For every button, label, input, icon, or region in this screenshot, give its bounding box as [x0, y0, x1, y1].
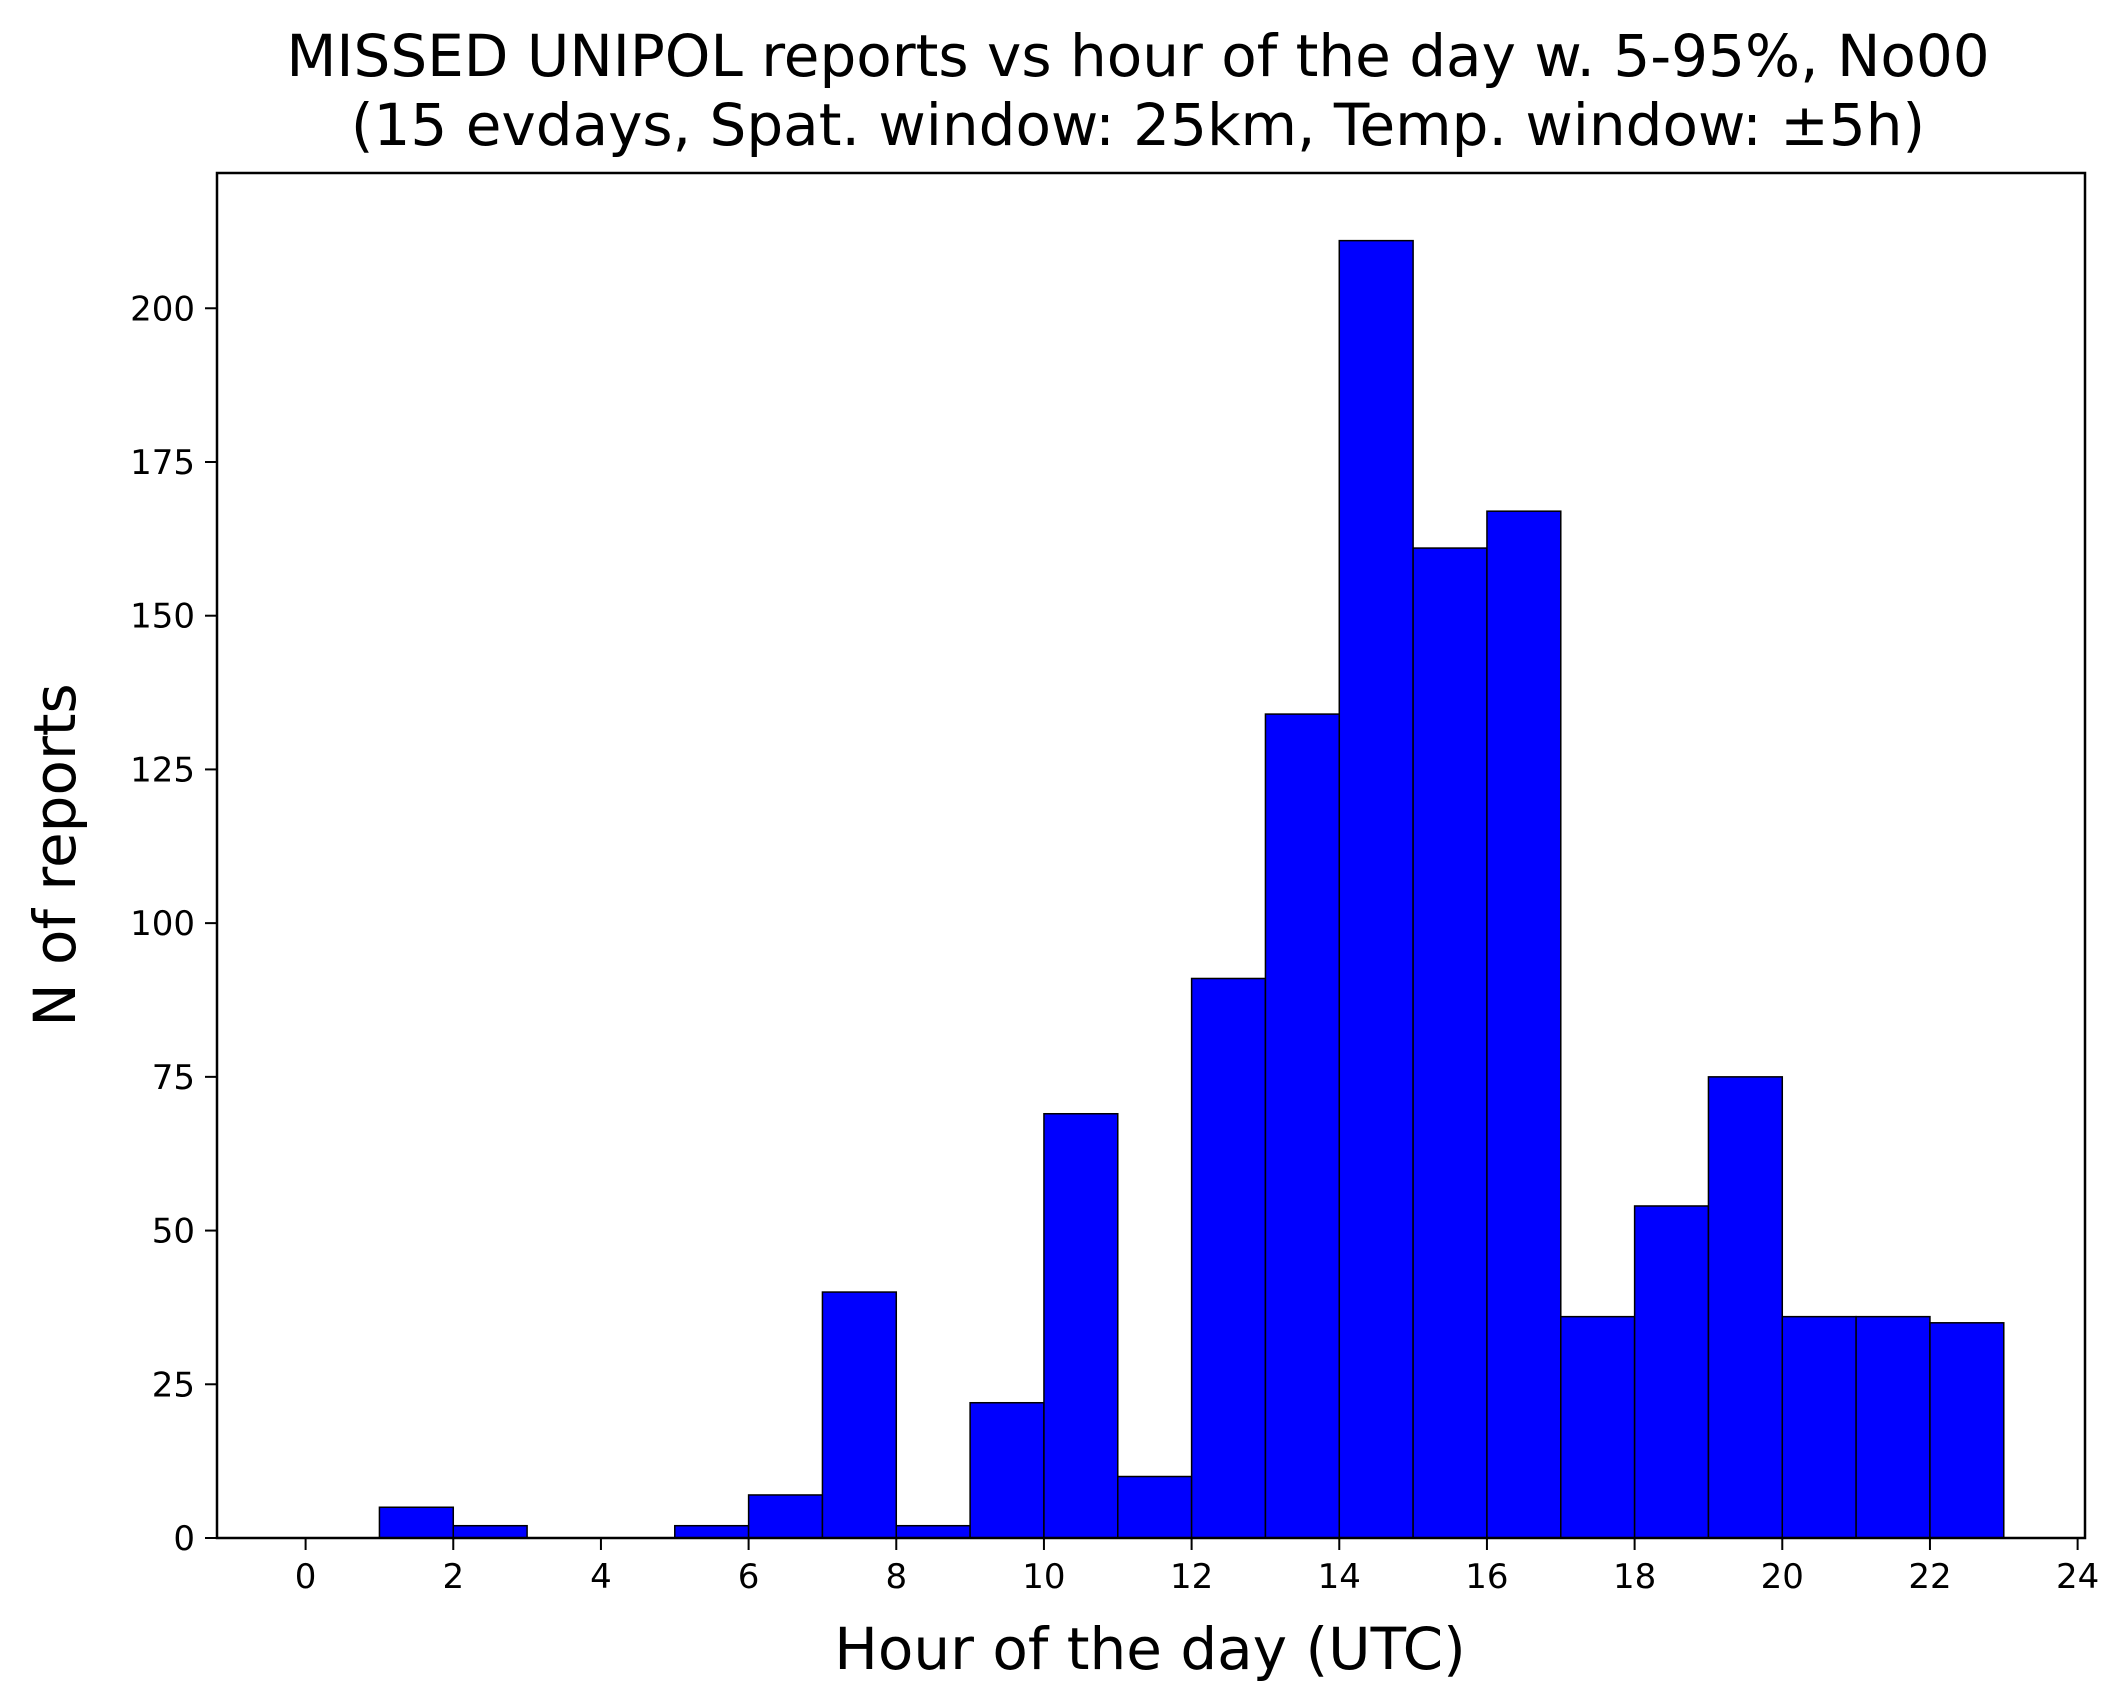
- histogram-bar: [1486, 510, 1562, 1539]
- x-tick-label: 22: [1908, 1557, 1951, 1597]
- y-axis-label: N of reports: [21, 683, 89, 1027]
- x-tick-label: 16: [1465, 1557, 1508, 1597]
- histogram-bar: [674, 1524, 750, 1539]
- y-tick-label: 150: [130, 597, 195, 637]
- histogram-bar: [1190, 977, 1267, 1539]
- x-tick-label: 18: [1613, 1557, 1656, 1597]
- x-ticks: 0 2 4 6 8 10 12 14 16 18 20 22 24: [295, 1538, 2099, 1597]
- histogram-bar: [895, 1524, 971, 1539]
- histogram-bar: [1707, 1076, 1784, 1539]
- histogram-bar: [1117, 1475, 1193, 1539]
- histogram-bar: [1929, 1322, 2005, 1539]
- y-ticks: 0 25 50 75 100 125 150 175 200: [130, 289, 217, 1559]
- x-tick-label: 4: [590, 1557, 612, 1597]
- y-tick-label: 200: [130, 289, 195, 329]
- y-tick-label: 100: [130, 904, 195, 944]
- histogram-bar: [452, 1524, 528, 1539]
- y-tick-label: 0: [173, 1519, 195, 1559]
- x-tick-label: 20: [1761, 1557, 1804, 1597]
- histogram-bar: [821, 1291, 898, 1539]
- y-tick-label: 75: [152, 1058, 195, 1098]
- y-tick-label: 125: [130, 750, 195, 790]
- chart-title: MISSED UNIPOL reports vs hour of the day…: [286, 22, 1989, 90]
- histogram-bar: [747, 1494, 824, 1539]
- histogram-bar: [1043, 1112, 1119, 1539]
- x-tick-label: 6: [738, 1557, 760, 1597]
- x-tick-label: 2: [442, 1557, 464, 1597]
- plot-frame: [215, 171, 2087, 1540]
- histogram-bar: [1781, 1315, 1857, 1539]
- x-axis-label: Hour of the day (UTC): [834, 1615, 1465, 1683]
- bars-group: [378, 239, 2005, 1539]
- y-tick-label: 175: [130, 443, 195, 483]
- histogram-bar: [969, 1401, 1045, 1539]
- histogram-bar: [1560, 1315, 1636, 1539]
- x-tick-label: 14: [1318, 1557, 1361, 1597]
- x-tick-label: 24: [2056, 1557, 2099, 1597]
- y-tick-label: 25: [152, 1365, 195, 1405]
- x-tick-label: 12: [1170, 1557, 1213, 1597]
- x-tick-label: 8: [885, 1557, 907, 1597]
- histogram-bar: [1855, 1315, 1931, 1539]
- histogram-bar: [1633, 1205, 1710, 1539]
- histogram-bar: [1338, 239, 1414, 1539]
- histogram-bar: [1264, 713, 1341, 1539]
- chart-subtitle: (15 evdays, Spat. window: 25km, Temp. wi…: [351, 91, 1925, 159]
- y-tick-label: 50: [152, 1212, 195, 1252]
- histogram-bar: [378, 1506, 455, 1539]
- x-tick-label: 0: [295, 1557, 317, 1597]
- histogram-bar: [1412, 547, 1488, 1539]
- x-tick-label: 10: [1022, 1557, 1065, 1597]
